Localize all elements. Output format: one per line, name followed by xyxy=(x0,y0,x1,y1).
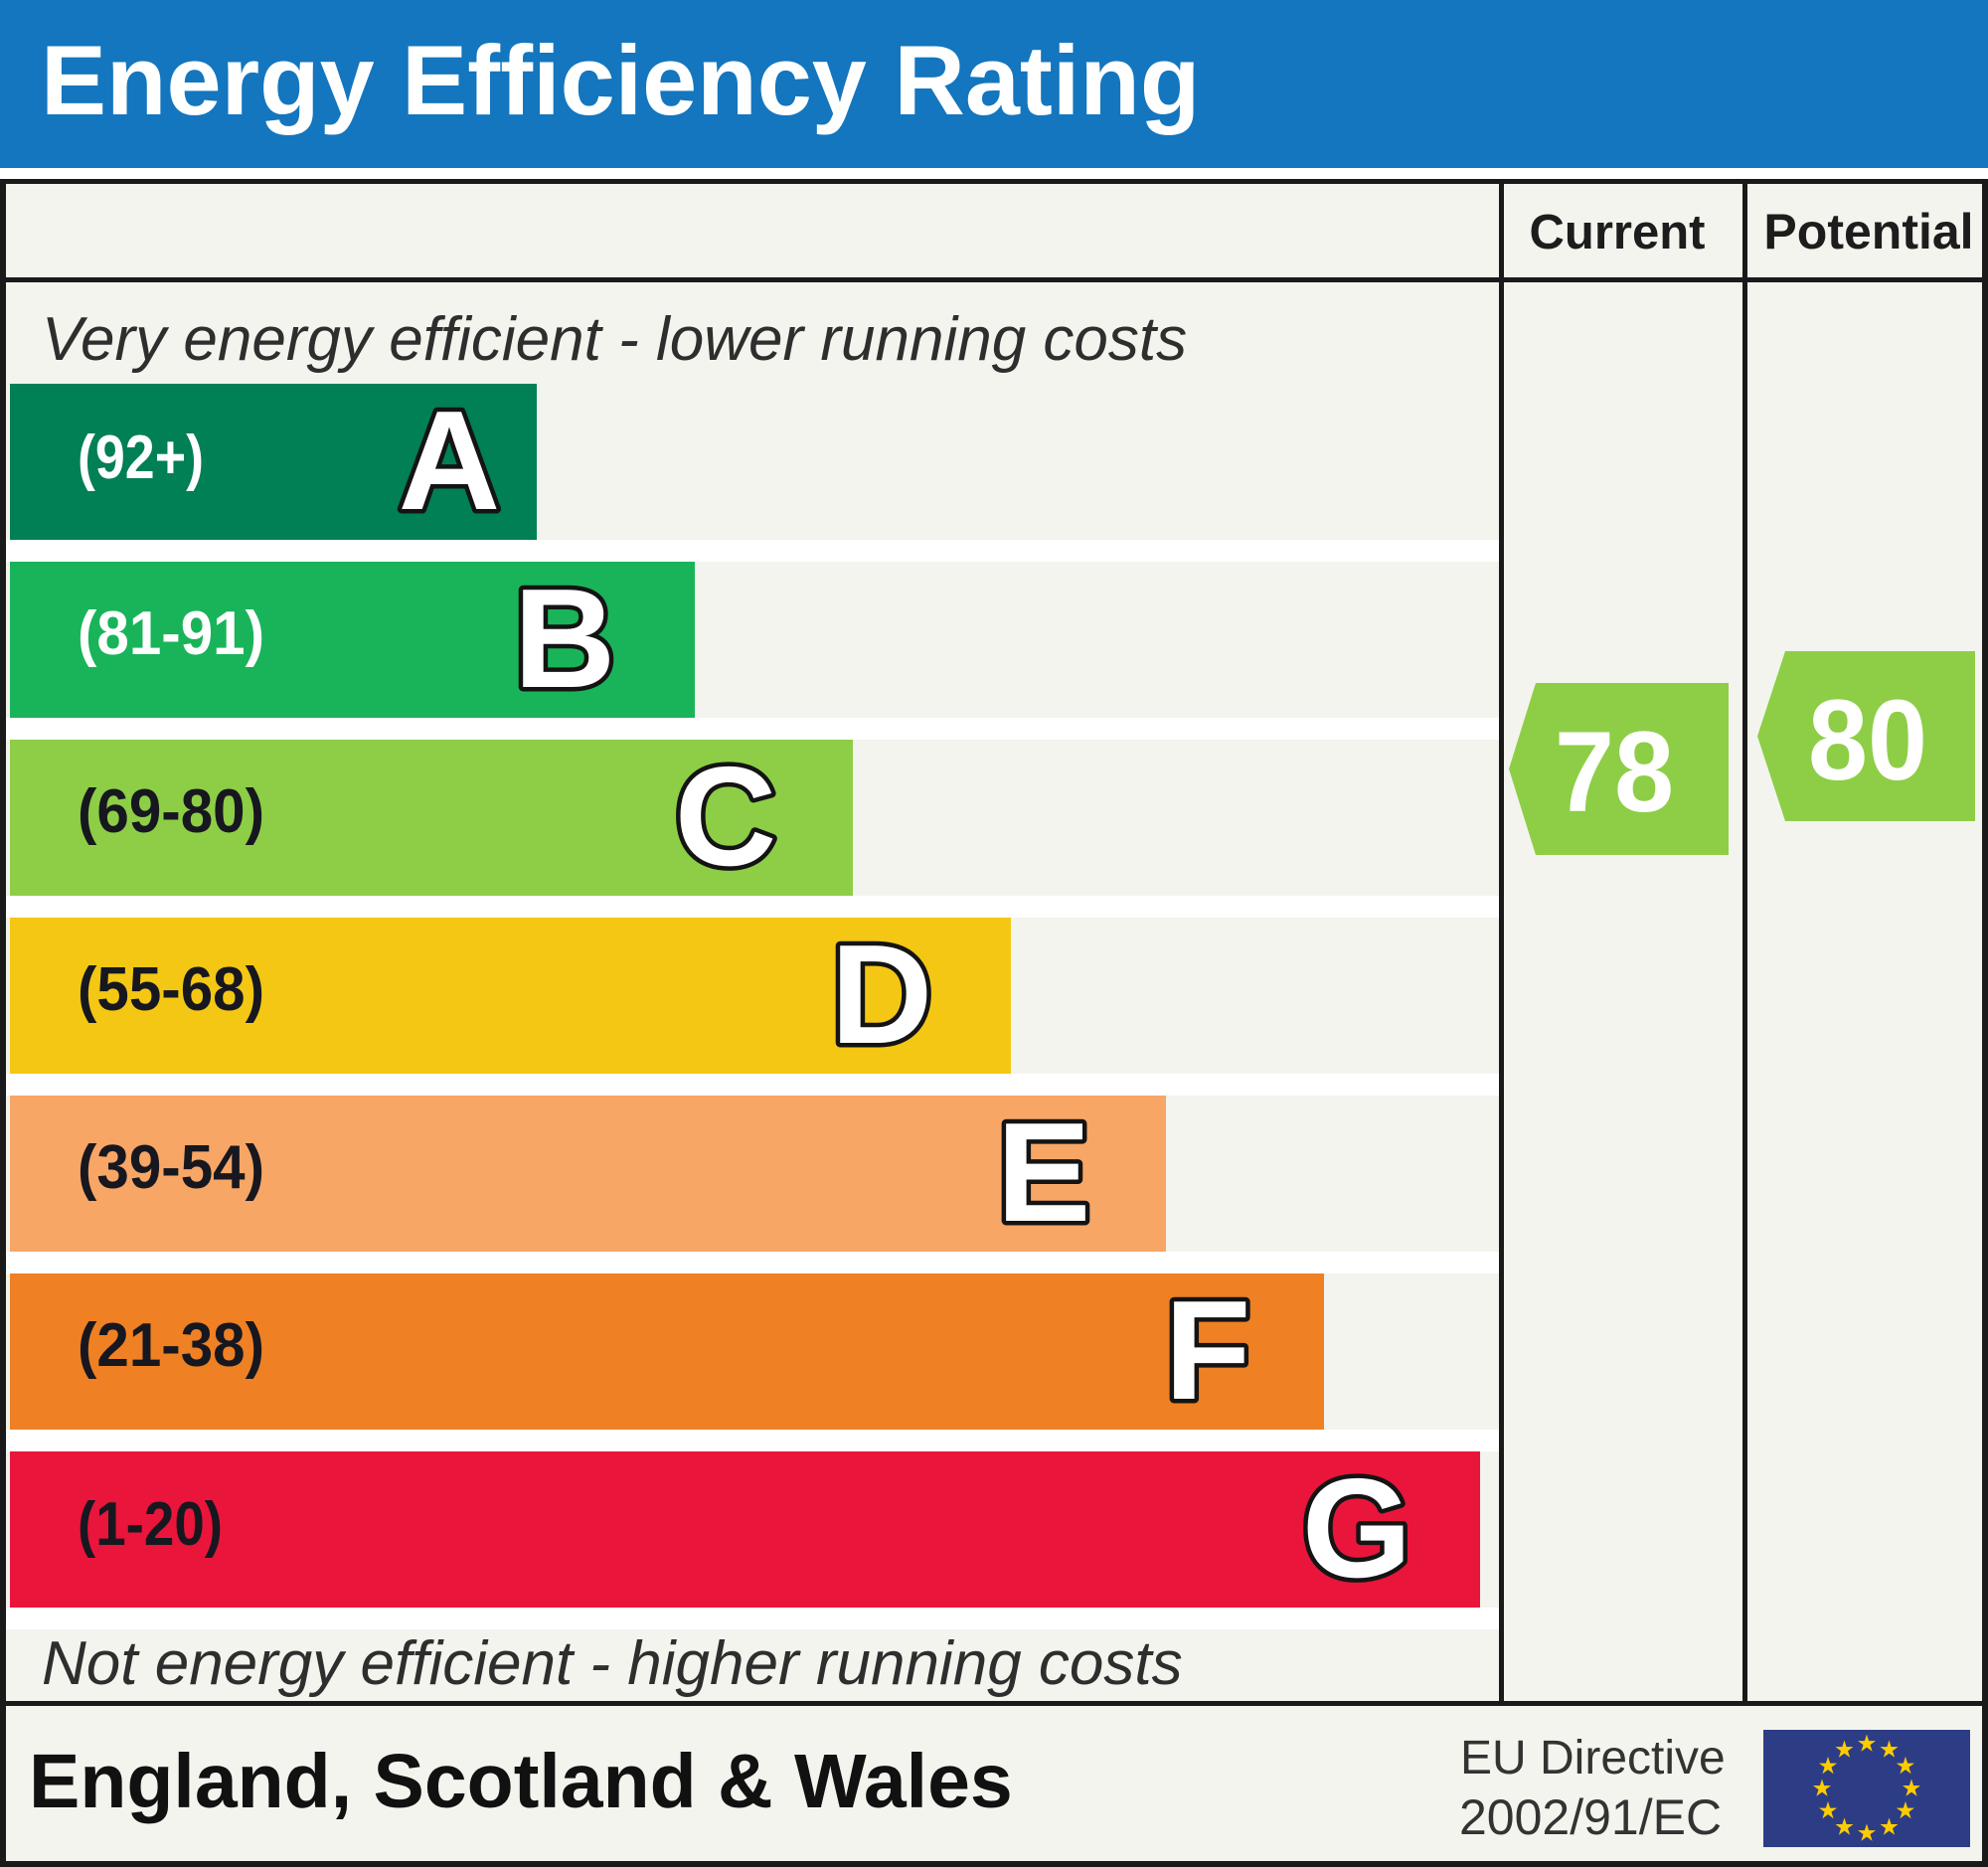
svg-text:Not energy efficient - higher: Not energy efficient - higher running co… xyxy=(42,1629,1183,1698)
svg-text:A: A xyxy=(399,382,501,540)
svg-text:(21-38): (21-38) xyxy=(78,1311,264,1380)
svg-text:(39-54): (39-54) xyxy=(78,1133,264,1202)
svg-text:(55-68): (55-68) xyxy=(78,955,264,1024)
svg-text:(69-80): (69-80) xyxy=(78,777,264,846)
svg-text:D: D xyxy=(831,916,933,1074)
svg-text:Energy Efficiency Rating: Energy Efficiency Rating xyxy=(41,25,1200,135)
svg-text:F: F xyxy=(1165,1272,1251,1430)
svg-text:C: C xyxy=(675,738,777,896)
svg-text:Very energy efficient - lower: Very energy efficient - lower running co… xyxy=(42,305,1187,374)
svg-text:England, Scotland & Wales: England, Scotland & Wales xyxy=(29,1739,1013,1824)
svg-text:Potential: Potential xyxy=(1763,204,1973,259)
svg-text:Current: Current xyxy=(1530,206,1706,259)
svg-text:80: 80 xyxy=(1808,677,1927,804)
svg-text:E: E xyxy=(997,1094,1091,1252)
svg-text:78: 78 xyxy=(1555,709,1674,836)
svg-text:B: B xyxy=(514,560,616,718)
svg-text:EU Directive: EU Directive xyxy=(1460,1732,1726,1784)
svg-text:G: G xyxy=(1302,1449,1411,1608)
svg-text:2002/91/EC: 2002/91/EC xyxy=(1459,1789,1722,1845)
svg-text:(1-20): (1-20) xyxy=(78,1490,223,1559)
svg-text:(92+): (92+) xyxy=(78,424,204,492)
svg-text:(81-91): (81-91) xyxy=(78,599,264,668)
